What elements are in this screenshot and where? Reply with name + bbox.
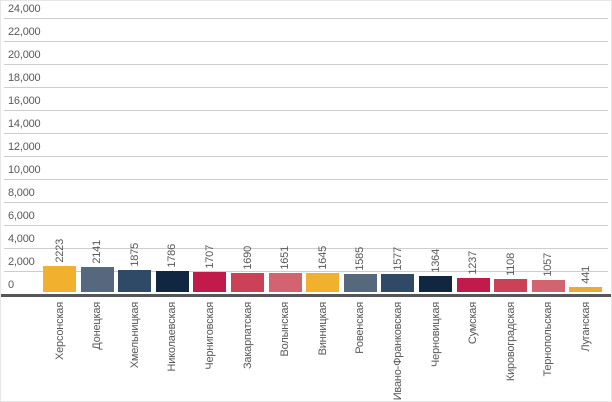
bar [381, 274, 414, 292]
bar-value-label: 1237 [467, 251, 479, 275]
y-tick-label: 12,000 [8, 141, 41, 153]
bar [118, 270, 151, 292]
y-tick-label: 2,000 [8, 256, 35, 268]
y-tick-label: 8,000 [8, 187, 35, 199]
bar-value-label: 1707 [204, 245, 216, 269]
category-label: Черниговская [204, 302, 216, 370]
category-label: Херсонская [54, 302, 66, 361]
gridline [4, 133, 608, 134]
bar-value-label: 1364 [430, 249, 442, 273]
bar [231, 273, 264, 292]
bar-value-label: 1057 [542, 253, 554, 277]
category-label: Черновицкая [430, 302, 442, 367]
bar-value-label: 1585 [354, 247, 366, 271]
y-tick-label: 16,000 [8, 95, 41, 107]
gridline [4, 179, 608, 180]
bar-value-label: 2223 [54, 239, 66, 263]
gridline [4, 110, 608, 111]
gridline [4, 225, 608, 226]
y-tick-label: 14,000 [8, 118, 41, 130]
x-axis-line [1, 294, 611, 297]
bar [306, 273, 339, 292]
bar-value-label: 2141 [91, 240, 103, 264]
bar [81, 267, 114, 292]
category-label: Ивано-Франковская [392, 302, 404, 401]
y-tick-label: 22,000 [8, 26, 41, 38]
gridline [4, 64, 608, 65]
bar-value-label: 1690 [242, 246, 254, 270]
bar [494, 279, 527, 292]
bar [156, 271, 189, 292]
y-tick-label: 24,000 [8, 3, 41, 15]
bar-value-label: 1645 [317, 246, 329, 270]
category-label: Волынская [279, 302, 291, 357]
bar-value-label: 1651 [279, 246, 291, 270]
category-label: Донецкая [91, 302, 103, 350]
category-label: Хмельницкая [129, 302, 141, 369]
bar-value-label: 1875 [129, 243, 141, 267]
bar [193, 272, 226, 292]
category-label: Луганская [580, 302, 592, 352]
bar [569, 287, 602, 292]
y-tick-label: 10,000 [8, 164, 41, 176]
bar [532, 280, 565, 292]
gridline [4, 156, 608, 157]
y-tick-label: 18,000 [8, 72, 41, 84]
bar-value-label: 1786 [166, 244, 178, 268]
category-label: Закарпатская [242, 302, 254, 370]
bar [457, 278, 490, 292]
y-tick-label: 4,000 [8, 233, 35, 245]
gridline [4, 18, 608, 19]
category-label: Николаевская [166, 302, 178, 372]
y-tick-label: 0 [8, 279, 14, 291]
bar [419, 276, 452, 292]
category-label: Винницкая [317, 302, 329, 356]
bar [43, 266, 76, 292]
y-tick-label: 20,000 [8, 49, 41, 61]
gridline [4, 271, 608, 272]
bar [344, 274, 377, 292]
bar-value-label: 441 [580, 266, 592, 284]
bar-value-label: 1577 [392, 247, 404, 271]
gridline [4, 87, 608, 88]
category-label: Тернопольская [542, 302, 554, 377]
bar [269, 273, 302, 292]
category-label: Ровенская [354, 302, 366, 354]
category-label: Сумская [467, 302, 479, 345]
gridline [4, 41, 608, 42]
gridline [4, 248, 608, 249]
bar-value-label: 1108 [505, 253, 517, 276]
gridline [4, 202, 608, 203]
y-tick-label: 6,000 [8, 210, 35, 222]
category-label: Кировоградская [505, 302, 517, 382]
